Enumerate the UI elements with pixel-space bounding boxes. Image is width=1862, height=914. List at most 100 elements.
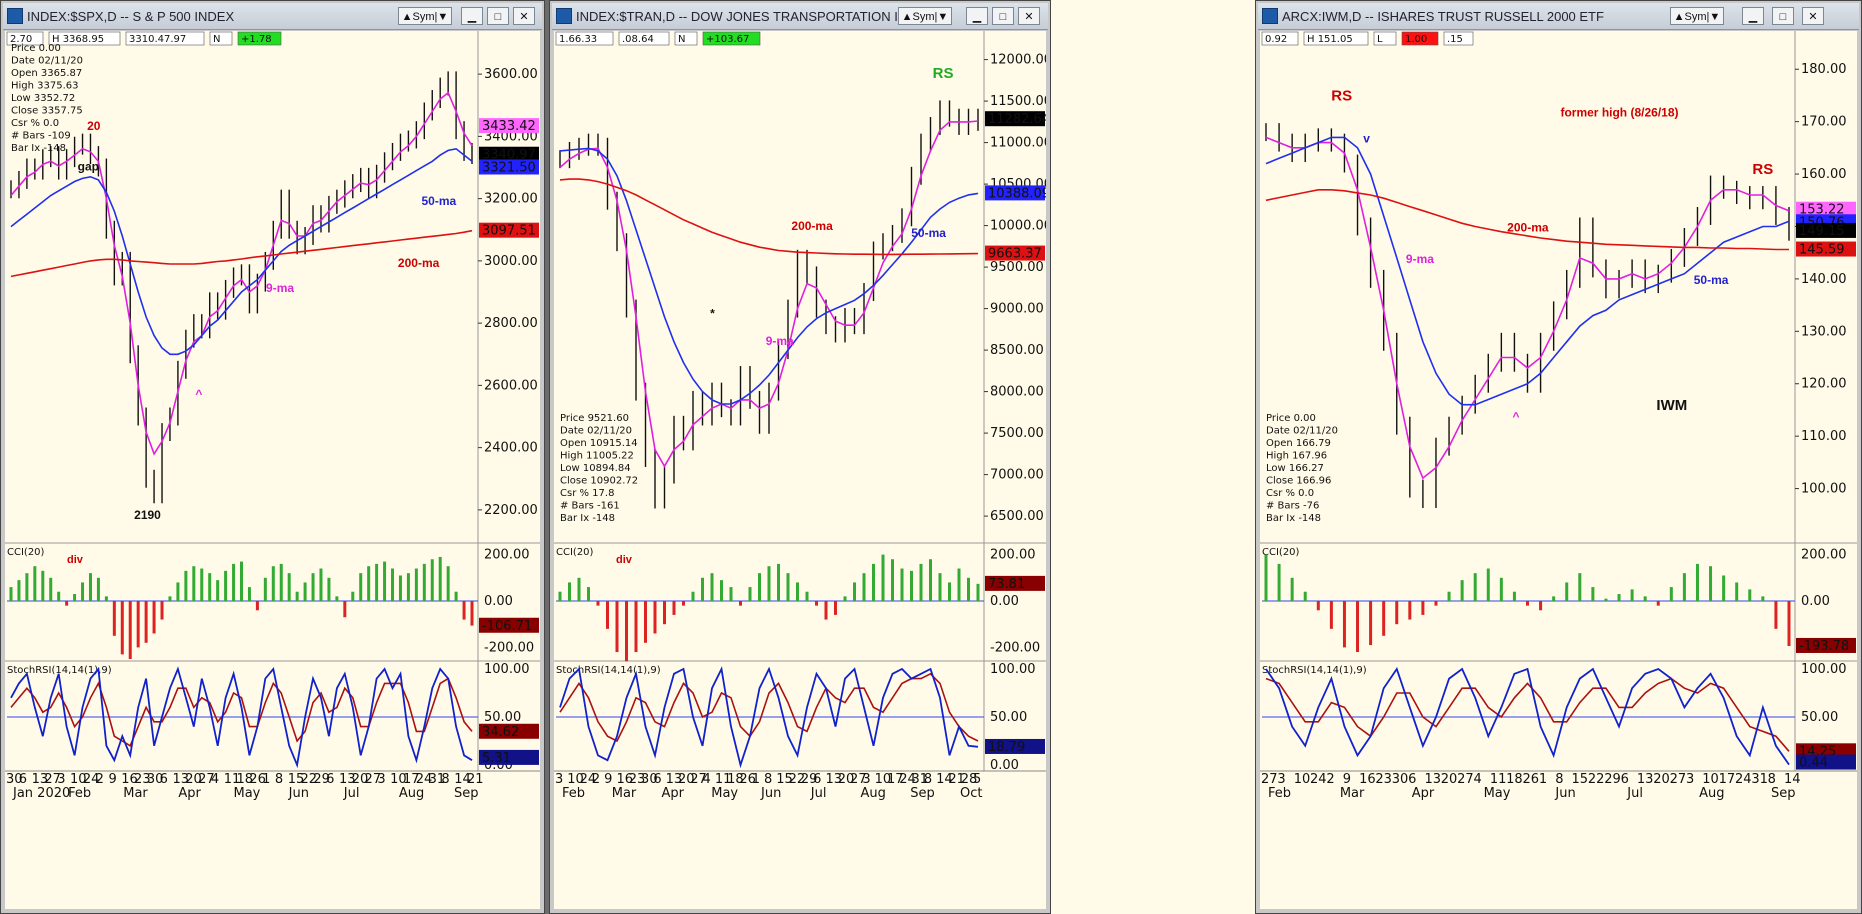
info-line: Date 02/11/20 — [560, 426, 632, 437]
x-tick-label: 10 — [390, 772, 407, 787]
info-line: Date 02/11/20 — [1266, 426, 1338, 437]
close-icon[interactable]: ✕ — [1802, 7, 1824, 25]
ticker-field-box — [125, 31, 205, 46]
cci-tick-label: 0.00 — [990, 594, 1019, 609]
cci-annotation: div — [67, 554, 84, 566]
maximize-icon[interactable]: □ — [1772, 7, 1794, 25]
x-tick-label: 5 — [973, 772, 981, 787]
price-tick-label: 2800.00 — [484, 316, 538, 331]
x-tick-label: 8 — [1555, 772, 1563, 787]
x-month-label: Aug — [399, 786, 424, 801]
x-tick-label: 20 — [1653, 772, 1670, 787]
price-tick-label: 160.00 — [1801, 167, 1847, 182]
x-month-label: Jul — [810, 786, 827, 801]
x-tick-label: 3 — [1686, 772, 1694, 787]
x-month-label: May — [711, 786, 738, 801]
minimize-icon[interactable]: ▁ — [461, 7, 483, 25]
plot-area[interactable]: 2.70 H 3368.95 3310.47.97 N +1.78 3600.00 3400… — [5, 31, 540, 909]
price-tick-label: 12000.00 — [990, 53, 1046, 68]
x-tick-label: 13 — [825, 772, 842, 787]
x-tick-label: 27 — [1457, 772, 1474, 787]
app-icon — [7, 8, 23, 24]
title-bar[interactable]: INDEX:$TRAN,D -- DOW JONES TRANSPORTATIO… — [552, 3, 1048, 30]
x-tick-label: 26 — [739, 772, 756, 787]
x-tick-label: 17 — [887, 772, 904, 787]
plot-area[interactable]: 0.92H 151.05L1.00.15180.00170.00160.0015… — [1260, 31, 1857, 909]
x-tick-label: 13 — [172, 772, 189, 787]
window-title: INDEX:$TRAN,D -- DOW JONES TRANSPORTATIO… — [576, 9, 935, 24]
x-tick-label: 28 — [961, 772, 978, 787]
x-tick-label: 20 — [1441, 772, 1458, 787]
price-tick-label: 10000.00 — [990, 219, 1046, 234]
price-tick-label: 3200.00 — [484, 192, 538, 207]
stoch-d-line — [559, 672, 979, 743]
cci-label: CCI(20) — [7, 547, 45, 558]
x-tick-label: 4 — [703, 772, 711, 787]
stoch-readout-box — [985, 738, 1045, 754]
cci-label: CCI(20) — [1262, 547, 1300, 558]
x-tick-label: 11 — [715, 772, 732, 787]
title-bar[interactable]: ARCX:IWM,D -- ISHARES TRUST RUSSELL 2000… — [1258, 3, 1859, 30]
chart-window-tran: INDEX:$TRAN,D -- DOW JONES TRANSPORTATIO… — [549, 0, 1051, 914]
x-tick-label: 6 — [160, 772, 168, 787]
x-tick-label: 8 — [924, 772, 932, 787]
plot-area[interactable]: 1.66.33.08.64 N +103.67 12000.00 11500.00 110… — [554, 31, 1046, 909]
x-tick-label: 27 — [850, 772, 867, 787]
chart-annotation: former high (8/26/18) — [1560, 105, 1678, 119]
app-icon — [1262, 8, 1278, 24]
close-icon[interactable]: ✕ — [1018, 7, 1040, 25]
ticker-field-text: +1.78 — [241, 34, 272, 45]
info-line: Open 166.79 — [1266, 438, 1331, 449]
symbol-button[interactable]: ▲Sym|▼ — [398, 7, 452, 25]
x-tick-label: 11 — [224, 772, 241, 787]
price-readout-box — [479, 146, 539, 162]
x-tick-label: 23 — [629, 772, 646, 787]
price-readout-box — [985, 111, 1045, 127]
price-tick-label: 180.00 — [1801, 62, 1847, 77]
x-tick-label: 29 — [801, 772, 818, 787]
ticker-field-text: .15 — [1447, 34, 1463, 45]
minimize-icon[interactable]: ▁ — [966, 7, 988, 25]
price-tick-label: 11500.00 — [990, 94, 1046, 109]
price-tick-label: 7500.00 — [990, 426, 1044, 441]
x-tick-label: 29 — [313, 772, 330, 787]
stoch-readout: 18.79 — [988, 740, 1025, 755]
price-tick-label: 120.00 — [1801, 377, 1847, 392]
x-tick-label: 13 — [32, 772, 49, 787]
price-tick-label: 170.00 — [1801, 115, 1847, 130]
stoch-readout: 5.31 — [482, 751, 511, 766]
price-readout: 149.15 — [1799, 224, 1845, 239]
info-line: # Bars -161 — [560, 501, 620, 512]
x-tick-label: 21 — [467, 772, 484, 787]
window-title: INDEX:$SPX,D -- S & P 500 INDEX — [27, 9, 235, 24]
ticker-field-box — [1401, 31, 1439, 46]
ma-line-50-ma — [559, 147, 979, 405]
price-tick-label: 7000.00 — [990, 468, 1044, 483]
stoch-label: StochRSI(14,14(1),9) — [556, 665, 661, 676]
x-tick-label: 3 — [57, 772, 65, 787]
x-month-label: May — [234, 786, 261, 801]
stoch-k-line — [559, 666, 979, 769]
ticker-field-text: 1.66.33 — [559, 34, 597, 45]
symbol-button[interactable]: ▲Sym|▼ — [1670, 7, 1724, 25]
ticker-field-text: 2.70 — [10, 34, 32, 45]
x-tick-label: 16 — [121, 772, 138, 787]
maximize-icon[interactable]: □ — [992, 7, 1014, 25]
close-icon[interactable]: ✕ — [513, 7, 535, 25]
price-readout-box — [1796, 201, 1856, 217]
minimize-icon[interactable]: ▁ — [1742, 7, 1764, 25]
x-tick-label: 1 — [752, 772, 760, 787]
x-tick-label: 23 — [134, 772, 151, 787]
price-readout-box — [985, 245, 1045, 261]
price-readout-box — [985, 185, 1045, 201]
x-month-label: Jun — [1554, 786, 1575, 801]
title-bar[interactable]: INDEX:$SPX,D -- S & P 500 INDEX ▲Sym|▼ ▁… — [3, 3, 542, 30]
info-line: Low 166.27 — [1266, 463, 1324, 474]
ma-line-200-ma — [10, 229, 473, 278]
maximize-icon[interactable]: □ — [487, 7, 509, 25]
price-tick-label: 2600.00 — [484, 378, 538, 393]
x-tick-label: 4 — [1473, 772, 1481, 787]
x-month-label: Apr — [662, 786, 685, 801]
x-tick-label: 15 — [776, 772, 793, 787]
symbol-button[interactable]: ▲Sym|▼ — [898, 7, 952, 25]
